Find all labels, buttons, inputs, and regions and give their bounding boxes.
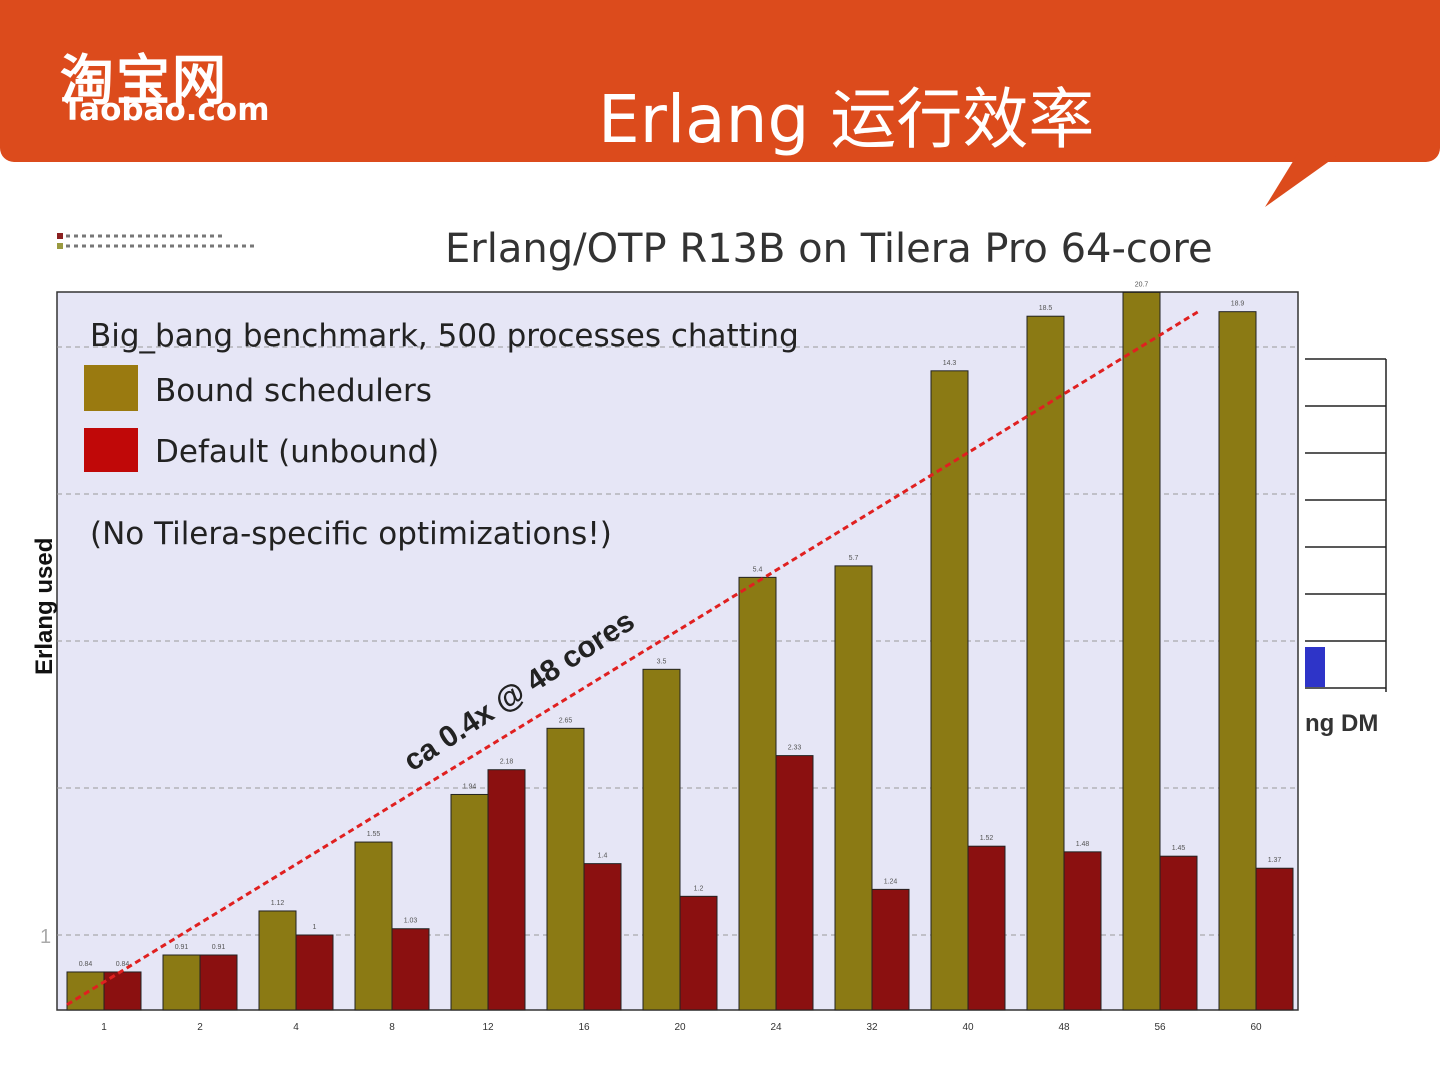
bar-value-label: 18.9	[1231, 301, 1245, 308]
x-tick-label: 16	[578, 1022, 590, 1033]
chart-title: Erlang/OTP R13B on Tilera Pro 64-core	[445, 226, 1213, 272]
x-tick-label: 4	[293, 1022, 299, 1033]
bar-value-label: 1.03	[404, 918, 418, 925]
bar-default	[871, 888, 910, 1011]
bar-bound	[738, 576, 777, 1011]
bar-value-label: 1.94	[463, 783, 477, 790]
bar-value-label: 1.52	[980, 835, 994, 842]
bar-bound	[1122, 291, 1161, 1011]
bar-default	[1063, 851, 1102, 1011]
bar-value-label: 1.48	[1076, 841, 1090, 848]
x-tick-label: 48	[1058, 1022, 1070, 1033]
slide-title: Erlang 运行效率	[598, 81, 1095, 158]
bar-bound	[930, 370, 969, 1011]
legend-label-default: Default (unbound)	[155, 434, 439, 470]
bar-bound	[258, 910, 297, 1011]
bar-value-label: 1.55	[367, 831, 381, 838]
x-tick-label: 1	[101, 1022, 107, 1033]
bar-value-label: 1.12	[271, 900, 285, 907]
bar-value-label: 0.84	[116, 961, 130, 968]
bar-default	[679, 895, 718, 1011]
bar-bound	[66, 971, 105, 1011]
taobao-logo: 淘宝网	[60, 49, 228, 112]
header-speech-tail	[1265, 150, 1345, 207]
legend-heading: Big_bang benchmark, 500 processes chatti…	[90, 318, 799, 354]
bar-bound	[546, 727, 585, 1011]
taobao-logo-text: Taobao.com	[62, 92, 270, 128]
x-tick-label: 20	[674, 1022, 686, 1033]
bar-default	[775, 755, 814, 1011]
trend-line	[66, 309, 1201, 1006]
chart-note: (No Tilera-specific optimizations!)	[90, 516, 612, 552]
bar-value-label: 1.37	[1268, 857, 1282, 864]
bar-value-label: 0.91	[212, 944, 226, 951]
x-tick-label: 32	[866, 1022, 878, 1033]
bar-bound	[834, 565, 873, 1011]
bar-bound	[1218, 311, 1257, 1011]
x-tick-label: 60	[1250, 1022, 1262, 1033]
bar-default	[967, 845, 1006, 1011]
bar-default	[583, 863, 622, 1011]
bar-default	[1159, 855, 1198, 1011]
bar-bound	[642, 668, 681, 1011]
legend-label-bound: Bound schedulers	[155, 373, 432, 409]
y-axis-label: Erlang used	[31, 538, 58, 675]
bar-value-label: 2.33	[788, 745, 802, 752]
bar-value-label: 2.18	[500, 759, 514, 766]
bar-value-label: 1.2	[694, 885, 704, 892]
bar-value-label: 5.4	[753, 566, 763, 573]
x-tick-label: 24	[770, 1022, 782, 1033]
x-tick-label: 12	[482, 1022, 494, 1033]
legend: Big_bang benchmark, 500 processes chatti…	[84, 318, 799, 552]
bar-default	[487, 769, 526, 1011]
x-tick-label: 40	[962, 1022, 974, 1033]
bar-value-label: 0.84	[79, 961, 93, 968]
bar-value-label: 20.7	[1135, 281, 1149, 288]
bar-value-label: 18.5	[1039, 305, 1053, 312]
bar-value-label: 0.91	[175, 944, 189, 951]
bar-bound	[162, 954, 201, 1011]
bar-value-label: 1.45	[1172, 845, 1186, 852]
small-legend	[57, 233, 255, 249]
bar-bound	[1026, 315, 1065, 1011]
side-chart-label: ng DM	[1305, 710, 1378, 737]
slide-header	[0, 0, 1440, 162]
side-chart: ng DM	[1305, 358, 1387, 737]
bar-default	[199, 954, 238, 1011]
bar-default	[391, 928, 430, 1011]
bar-value-label: 1.4	[598, 853, 608, 860]
x-tick-label: 2	[197, 1022, 203, 1033]
x-tick-label: 56	[1154, 1022, 1166, 1033]
bar-bound	[354, 841, 393, 1011]
bar-default	[295, 934, 334, 1011]
bar-value-label: 5.7	[849, 555, 859, 562]
side-bar	[1305, 647, 1325, 687]
bar-value-label: 1	[313, 924, 317, 931]
bar-default	[1255, 867, 1294, 1011]
x-tick-label: 8	[389, 1022, 395, 1033]
legend-swatch-bound	[84, 365, 138, 411]
y-tick-label: 1	[40, 926, 51, 948]
bar-bound	[450, 793, 489, 1011]
bar-value-label: 14.3	[943, 360, 957, 367]
bar-value-label: 2.65	[559, 717, 573, 724]
legend-swatch-default	[84, 428, 138, 472]
bar-value-label: 3.5	[657, 658, 667, 665]
bar-value-label: 1.24	[884, 878, 898, 885]
